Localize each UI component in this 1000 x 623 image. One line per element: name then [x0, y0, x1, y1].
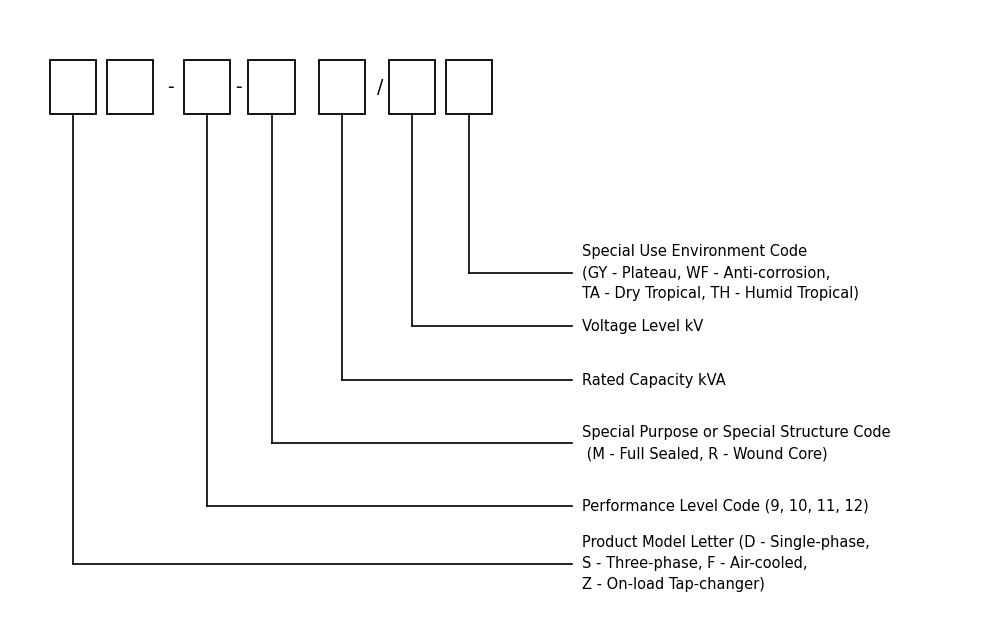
Bar: [446, 60, 492, 114]
Text: Performance Level Code (9, 10, 11, 12): Performance Level Code (9, 10, 11, 12): [582, 498, 868, 513]
Text: Voltage Level kV: Voltage Level kV: [582, 319, 703, 334]
Bar: [50, 60, 96, 114]
Bar: [248, 60, 295, 114]
Bar: [184, 60, 230, 114]
Text: Special Purpose or Special Structure Code
 (M - Full Sealed, R - Wound Core): Special Purpose or Special Structure Cod…: [582, 425, 890, 461]
Bar: [389, 60, 435, 114]
Bar: [319, 60, 365, 114]
Text: Product Model Letter (D - Single-phase,
S - Three-phase, F - Air-cooled,
Z - On-: Product Model Letter (D - Single-phase, …: [582, 535, 869, 592]
Text: -: -: [167, 78, 174, 97]
Text: Special Use Environment Code
(GY - Plateau, WF - Anti-corrosion,
TA - Dry Tropic: Special Use Environment Code (GY - Plate…: [582, 244, 859, 301]
Text: Rated Capacity kVA: Rated Capacity kVA: [582, 373, 725, 388]
Text: /: /: [377, 78, 383, 97]
Text: -: -: [236, 78, 242, 97]
Bar: [107, 60, 153, 114]
